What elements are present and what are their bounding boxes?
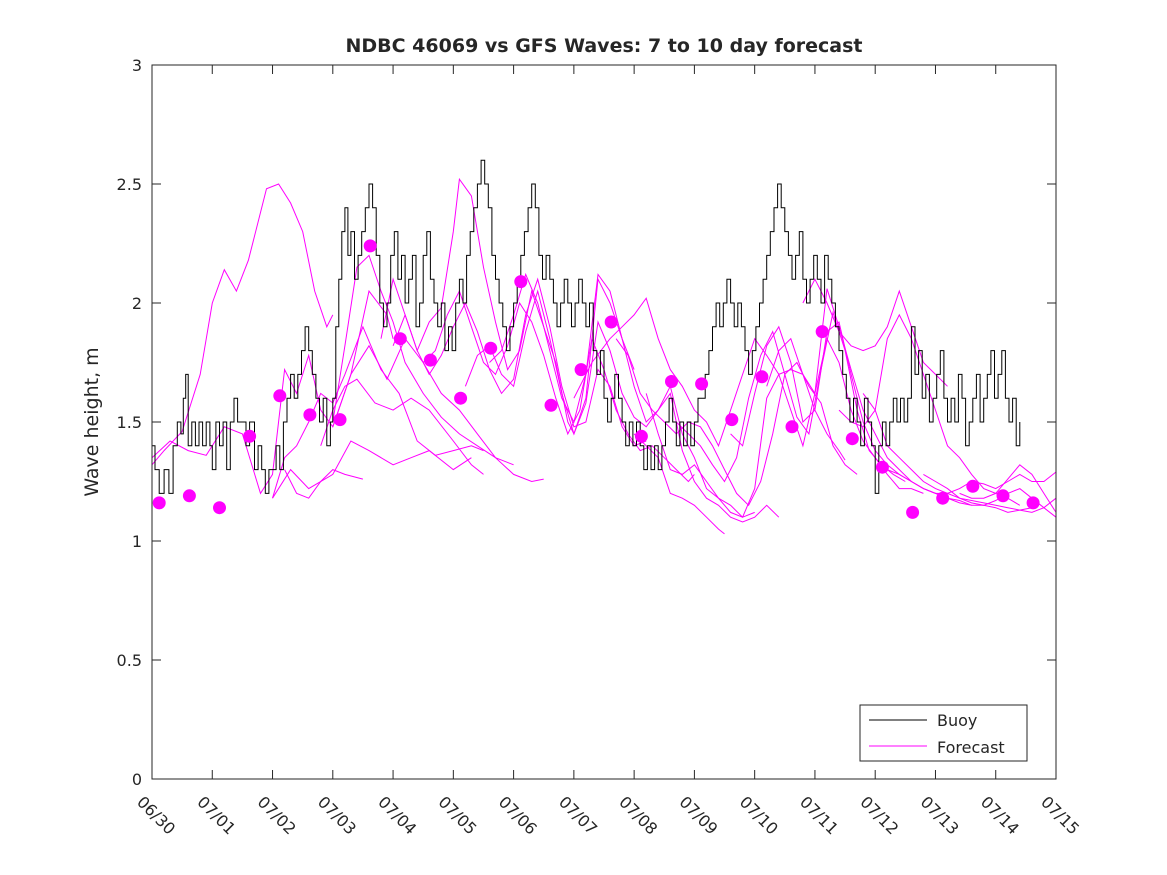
forecast-line [633,433,725,535]
forecast-line [464,289,755,518]
legend-label-buoy: Buoy [937,711,977,730]
forecast-point [363,239,377,253]
forecast-point [845,432,859,446]
legend-label-forecast: Forecast [937,738,1005,757]
forecast-point [1026,496,1040,510]
forecast-point [182,489,196,503]
forecast-point [906,505,920,519]
forecast-point [604,315,618,329]
forecast-line [151,289,394,495]
forecast-line [489,272,780,523]
forecast-line [959,464,1057,513]
y-tick-label: 1.5 [117,413,142,432]
y-tick-label: 0 [132,770,142,789]
forecast-point [755,370,769,384]
legend: Buoy Forecast [859,704,1028,762]
buoy-line [152,159,1021,494]
forecast-point [213,501,226,515]
y-tick-label: 2.5 [117,175,142,194]
forecast-point [695,377,709,391]
forecast-line [272,325,484,499]
forecast-line [272,440,472,499]
forecast-line [380,177,635,436]
forecast-point [996,489,1010,503]
forecast-point [785,420,799,434]
forecast-point [634,429,648,443]
forecast-lines [151,177,1057,535]
y-tick-label: 1 [132,532,142,551]
forecast-point [815,325,829,339]
forecast-point [514,275,528,289]
forecast-point [152,496,166,510]
forecast-line [573,297,846,461]
forecast-point [243,429,257,443]
chart-title: NDBC 46069 vs GFS Waves: 7 to 10 day for… [345,35,862,57]
forecast-line [320,378,484,475]
forecast-point [273,389,287,403]
forecast-point [454,391,468,405]
forecast-points [152,239,1040,519]
forecast-line [284,469,364,499]
forecast-point [966,479,980,493]
plot-area [152,65,1056,779]
forecast-point [303,408,317,422]
y-axis-label: Wave height, m [81,347,103,496]
forecast-line [332,254,514,466]
buoy-series [152,159,1021,494]
forecast-point [574,363,588,377]
plot-frame [151,64,1057,780]
forecast-line [332,337,544,483]
forecast-point [484,341,498,355]
forecast-point [725,413,739,427]
forecast-point [544,398,558,412]
forecast-point [936,491,950,505]
forecast-point [393,332,407,346]
forecast-point [333,413,347,427]
forecast-line [766,288,1032,513]
legend-box [859,704,1028,762]
forecast-line [675,310,906,483]
forecast-point [665,375,678,388]
y-tick-label: 2 [132,294,142,313]
y-tick-label: 3 [132,56,142,75]
y-tick-label: 0.5 [117,651,142,670]
forecast-line [802,278,948,387]
forecast-point [875,460,889,474]
forecast-point [423,353,437,367]
